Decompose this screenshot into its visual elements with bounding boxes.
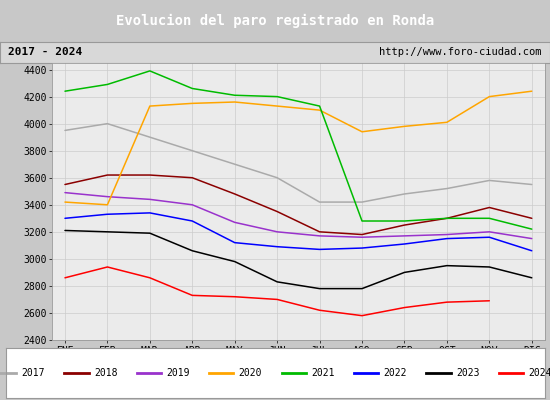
Text: Evolucion del paro registrado en Ronda: Evolucion del paro registrado en Ronda [116, 14, 434, 28]
Text: 2024: 2024 [529, 368, 550, 378]
Text: 2021: 2021 [311, 368, 335, 378]
Text: 2018: 2018 [94, 368, 118, 378]
Text: 2022: 2022 [383, 368, 407, 378]
Text: 2023: 2023 [456, 368, 480, 378]
Text: 2020: 2020 [239, 368, 262, 378]
Text: 2019: 2019 [167, 368, 190, 378]
Text: 2017: 2017 [21, 368, 45, 378]
Text: 2017 - 2024: 2017 - 2024 [8, 47, 82, 57]
Text: http://www.foro-ciudad.com: http://www.foro-ciudad.com [379, 47, 542, 57]
